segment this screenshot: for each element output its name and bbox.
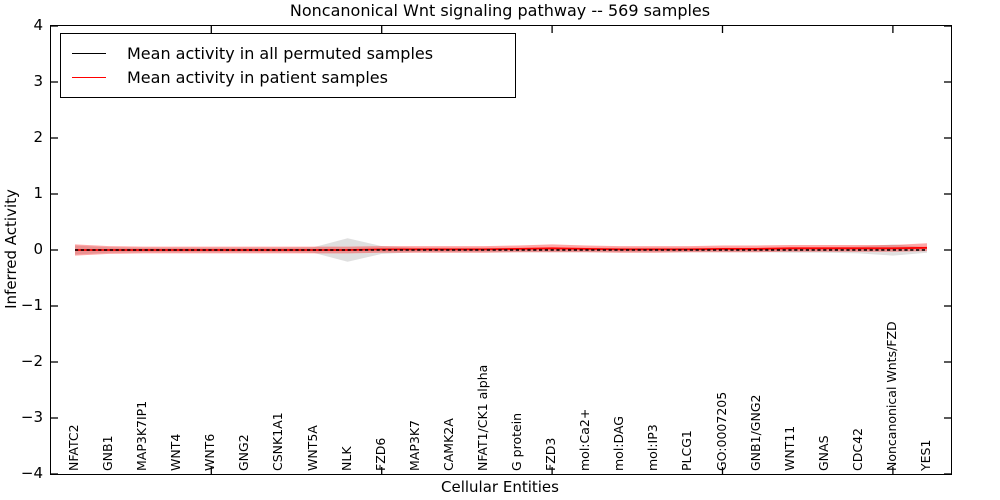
x-category-label: WNT5A: [304, 425, 320, 471]
legend-label-patient: Mean activity in patient samples: [127, 67, 388, 87]
x-category-label: mol:Ca2+: [577, 408, 593, 471]
red-line-icon: [72, 76, 106, 78]
y-tick-label: −2: [20, 352, 43, 370]
black-line-icon: [72, 52, 106, 54]
x-axis-label: Cellular Entities: [441, 478, 559, 496]
chart-title: Noncanonical Wnt signaling pathway -- 56…: [289, 1, 711, 20]
x-category-label: MAP3K7IP1: [134, 400, 150, 471]
y-tick-label: 3: [33, 72, 43, 90]
x-category-label: G protein: [509, 412, 525, 471]
legend-item-patient: Mean activity in patient samples: [61, 65, 515, 89]
x-category-label: GNB1: [100, 435, 116, 471]
y-tick-label: −3: [20, 408, 43, 426]
x-category-label: WNT6: [202, 433, 218, 471]
y-tick-label: −1: [20, 296, 43, 314]
x-category-label: mol:DAG: [611, 416, 627, 471]
x-category-label: NFAT1/CK1 alpha: [474, 364, 490, 471]
legend-item-permuted: Mean activity in all permuted samples: [61, 41, 515, 65]
y-tick-label: 4: [33, 16, 43, 34]
x-category-label: PLCG1: [679, 430, 695, 471]
x-category-label: CSNK1A1: [270, 412, 286, 471]
y-tick-label: −4: [20, 464, 43, 482]
legend-label-permuted: Mean activity in all permuted samples: [127, 43, 434, 63]
x-category-label: WNT4: [168, 433, 184, 471]
x-category-label: GO:0007205: [713, 391, 729, 471]
x-category-label: MAP3K7: [406, 420, 422, 471]
x-category-label: WNT11: [781, 425, 797, 471]
legend: Mean activity in all permuted samples Me…: [60, 33, 516, 98]
x-category-label: CAMK2A: [440, 418, 456, 471]
x-category-label: mol:IP3: [645, 424, 661, 471]
y-tick-label: 1: [33, 184, 43, 202]
x-category-label: NLK: [338, 446, 354, 471]
plot-area: Mean activity in all permuted samples Me…: [50, 25, 952, 475]
x-category-label: YES1: [918, 439, 933, 471]
x-category-label: Noncanonical Wnts/FZD: [883, 321, 899, 471]
x-category-label: GNG2: [236, 434, 252, 471]
y-tick-label: 0: [33, 240, 43, 258]
x-category-label: FZD6: [372, 437, 388, 471]
x-category-label: FZD3: [543, 437, 559, 471]
x-category-label: NFATC2: [66, 424, 81, 471]
x-category-label: GNB1/GNG2: [747, 394, 763, 471]
y-tick-label: 2: [33, 128, 43, 146]
x-category-label: CDC42: [849, 428, 865, 471]
plot-canvas: [51, 25, 951, 475]
x-category-label: GNAS: [815, 435, 831, 471]
